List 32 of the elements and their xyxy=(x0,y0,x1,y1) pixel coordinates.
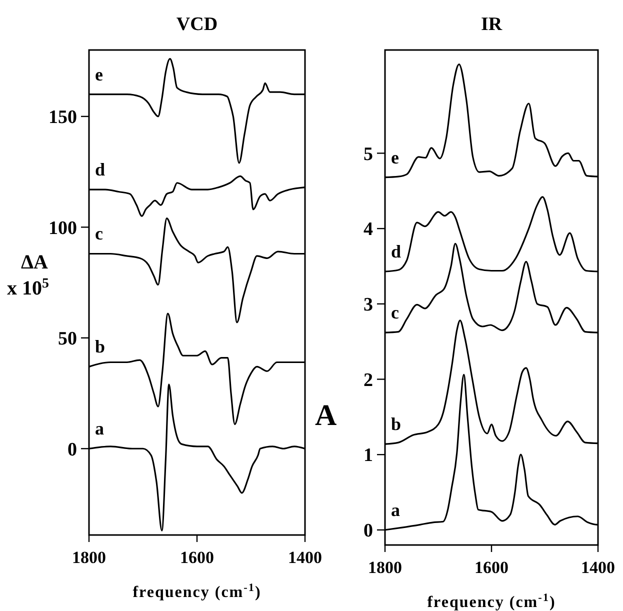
x-tick-label: 1600 xyxy=(180,548,214,567)
y-tick-label: 5 xyxy=(364,144,373,165)
y-axis-title: ΔA x 10$^{5}$ xyxy=(7,252,49,300)
y-tick-label: 50 xyxy=(58,328,77,350)
y-tick-label: 100 xyxy=(48,218,77,239)
y-tick-label: 2 xyxy=(364,370,373,391)
series-label: d xyxy=(391,242,402,262)
series-label: d xyxy=(95,160,106,180)
x-axis-title: frequency (cm$^{-1}$) xyxy=(132,582,262,601)
y-axis-title: A xyxy=(315,398,337,432)
y-tick-label: 1 xyxy=(364,445,373,466)
series-label: a xyxy=(391,500,400,520)
y-tick-label: 4 xyxy=(364,219,374,240)
series-label: e xyxy=(391,147,399,168)
x-tick-label: 1400 xyxy=(581,558,615,577)
x-tick-label: 1400 xyxy=(288,548,322,567)
x-tick-label: 1800 xyxy=(72,548,106,567)
y-tick-label: 3 xyxy=(364,294,373,316)
series-label: c xyxy=(391,302,399,323)
series-label: b xyxy=(391,414,402,434)
series-label: e xyxy=(95,64,103,84)
y-tick-label: 0 xyxy=(68,439,77,460)
y-tick-label: 0 xyxy=(364,520,373,542)
series-label: c xyxy=(95,224,103,244)
chart-title: VCD xyxy=(176,14,218,35)
y-tick-label: 150 xyxy=(48,107,77,128)
series-label: b xyxy=(95,336,106,357)
chart-title: IR xyxy=(480,14,502,35)
series-label: a xyxy=(95,418,104,439)
x-axis-title: frequency (cm$^{-1}$) xyxy=(427,592,556,611)
x-tick-label: 1600 xyxy=(474,558,508,577)
x-tick-label: 1800 xyxy=(368,558,402,577)
